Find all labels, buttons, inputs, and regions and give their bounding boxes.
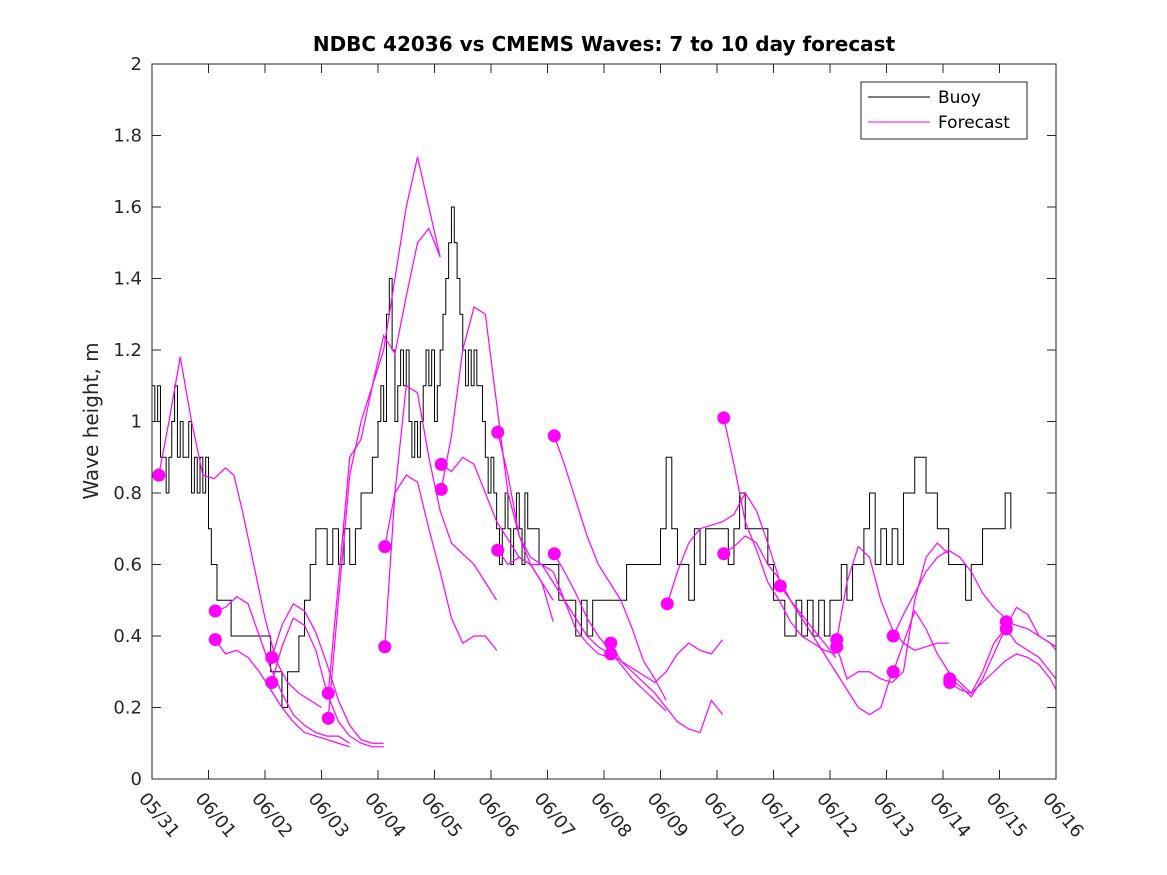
forecast-line bbox=[1005, 628, 1056, 680]
forecast-start-marker bbox=[830, 640, 844, 654]
forecast-start-marker bbox=[434, 457, 448, 471]
forecast-start-marker bbox=[886, 629, 900, 643]
forecast-start-marker bbox=[321, 711, 335, 725]
y-tick-label: 0.6 bbox=[113, 555, 142, 576]
legend-forecast-label: Forecast bbox=[938, 113, 1010, 133]
y-tick-label: 2 bbox=[131, 54, 142, 75]
forecast-line bbox=[723, 535, 837, 658]
forecast-line bbox=[666, 491, 780, 605]
forecast-line bbox=[327, 227, 441, 694]
forecast-start-marker bbox=[378, 540, 392, 554]
forecast-line bbox=[892, 549, 1006, 637]
forecast-start-marker bbox=[999, 622, 1013, 636]
forecast-start-marker bbox=[152, 468, 166, 482]
legend: Buoy Forecast bbox=[860, 81, 1028, 140]
forecast-line bbox=[553, 435, 667, 701]
forecast-line bbox=[892, 609, 1006, 695]
buoy-line bbox=[152, 206, 1012, 708]
chart-title: NDBC 42036 vs CMEMS Waves: 7 to 10 day f… bbox=[313, 32, 896, 56]
forecast-line bbox=[158, 357, 322, 709]
y-axis-label: Wave height, m bbox=[79, 342, 103, 499]
forecast-line bbox=[610, 642, 724, 734]
y-tick-label: 1 bbox=[131, 412, 142, 433]
y-tick-label: 0 bbox=[131, 769, 142, 790]
forecast-start-marker bbox=[321, 686, 335, 700]
forecast-line bbox=[1006, 621, 1056, 648]
forecast-line bbox=[779, 585, 893, 716]
y-axis: 0 0.2 0.4 0.6 0.8 1 1.2 1.4 1.6 1.8 2 bbox=[113, 54, 1056, 790]
forecast-start-marker bbox=[491, 543, 505, 557]
forecast-line bbox=[271, 602, 384, 744]
forecast-line bbox=[497, 549, 610, 659]
legend-buoy-label: Buoy bbox=[938, 88, 981, 108]
forecast-start-marker bbox=[604, 647, 618, 661]
forecast-line bbox=[440, 306, 554, 622]
forecast-line bbox=[214, 639, 350, 748]
forecast-line bbox=[836, 545, 949, 651]
forecast-line bbox=[497, 432, 610, 655]
forecast-start-marker bbox=[886, 665, 900, 679]
forecast-line bbox=[836, 542, 950, 684]
forecast-line bbox=[384, 384, 498, 647]
forecast-start-marker bbox=[491, 425, 505, 439]
buoy-series bbox=[152, 206, 1012, 708]
forecast-start-marker bbox=[943, 675, 957, 689]
legend-box bbox=[860, 81, 1028, 140]
forecast-start-marker bbox=[660, 597, 674, 611]
forecast-start-marker bbox=[773, 579, 787, 593]
forecast-start-marker bbox=[208, 633, 222, 647]
forecast-start-marker bbox=[717, 547, 731, 561]
forecast-line bbox=[215, 595, 351, 744]
forecast-start-marker bbox=[378, 640, 392, 654]
forecast-line bbox=[327, 156, 441, 719]
y-tick-label: 0.8 bbox=[113, 483, 142, 504]
forecast-start-marker bbox=[547, 547, 561, 561]
forecast-start-marker bbox=[604, 636, 618, 650]
forecast-line bbox=[384, 474, 498, 651]
forecast-start-marker bbox=[547, 429, 561, 443]
y-tick-label: 0.4 bbox=[113, 626, 142, 647]
forecast-line bbox=[723, 417, 836, 655]
forecast-start-marker bbox=[434, 482, 448, 496]
forecast-start-marker bbox=[265, 650, 279, 664]
forecast-line bbox=[949, 653, 1056, 694]
y-tick-label: 1.6 bbox=[113, 197, 142, 218]
forecast-start-marker bbox=[208, 604, 222, 618]
forecast-start-marker bbox=[265, 675, 279, 689]
y-tick-label: 1.8 bbox=[113, 126, 142, 147]
forecast-start-marker bbox=[717, 411, 731, 425]
forecast-line bbox=[610, 639, 724, 684]
y-tick-label: 1.2 bbox=[113, 340, 142, 361]
forecast-series bbox=[152, 156, 1056, 748]
y-tick-label: 0.2 bbox=[113, 698, 142, 719]
y-tick-label: 1.4 bbox=[113, 269, 142, 290]
